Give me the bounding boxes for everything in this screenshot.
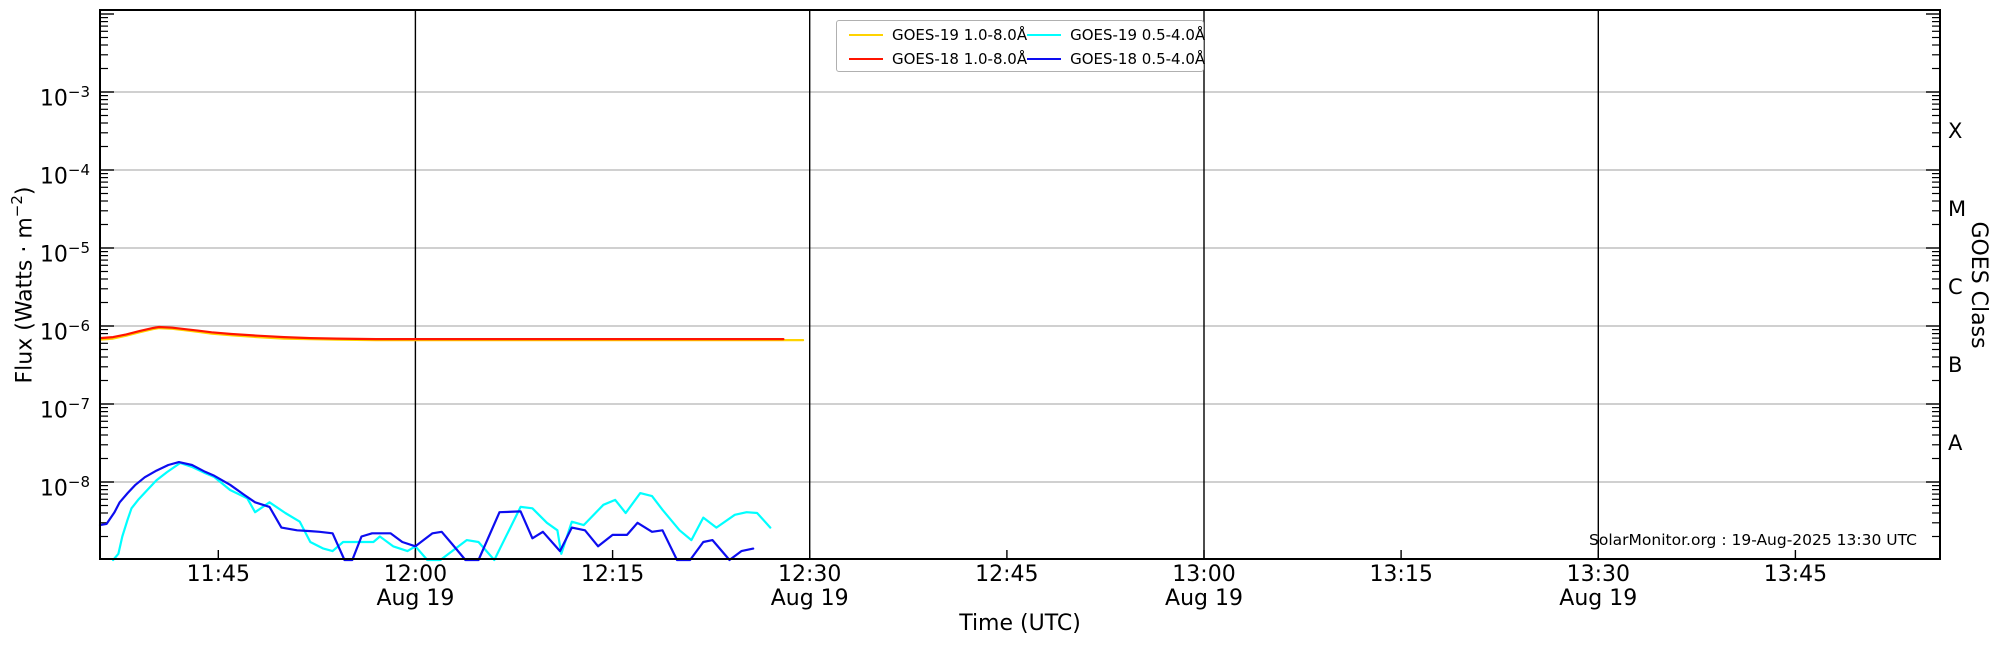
watermark: SolarMonitor.org : 19-Aug-2025 13:30 UTC [1589,531,1917,549]
x-tick-label: 12:00 [383,562,448,587]
y-axis-title: Flux (Watts · m−2) [8,187,37,384]
legend-item-goes-19-1-0-8-0: GOES-19 1.0-8.0Å [849,23,1027,47]
x-tick-label: 13:15 [1369,562,1433,587]
x-tick-label: 12:15 [580,562,645,587]
legend-line-swatch [1027,58,1062,60]
legend-label: GOES-18 0.5-4.0Å [1070,50,1206,68]
legend-label: GOES-18 1.0-8.0Å [892,50,1028,68]
legend-line-swatch [849,58,883,60]
y-axis-title-sup: −2 [8,195,26,218]
y-tick-label: 10−3 [39,83,90,112]
x-axis-title: Time (UTC) [959,611,1081,636]
x-tick-label: 13:30 [1566,562,1630,587]
legend-item-goes-18-0-5-4-0: GOES-18 0.5-4.0Å [1027,47,1205,71]
series-goes-18-0-5-4-0-line [98,461,755,562]
goes-class-letter-m: M [1948,196,1967,221]
y-tick-label: 10−5 [39,239,90,268]
series-goes-18-1-0-8-0-line [98,325,785,341]
date-sublabel: Aug 19 [770,586,849,611]
goes-class-letter-a: A [1948,430,1963,455]
plot-frame [99,9,1941,560]
goes-class-letter-c: C [1948,274,1963,299]
date-sublabel: Aug 19 [1559,586,1638,611]
legend-line-swatch [1027,34,1062,36]
right-axis-title: GOES Class [1966,221,1991,349]
y-tick-label: 10−7 [39,395,90,424]
legend-item-goes-18-1-0-8-0: GOES-18 1.0-8.0Å [849,47,1027,71]
legend-line-swatch [849,34,883,36]
x-tick-label: 13:00 [1172,562,1236,587]
x-tick-label: 12:30 [778,562,842,587]
series-goes-19-0-5-4-0-line [111,461,772,562]
y-tick-label: 10−8 [39,473,90,502]
legend-label: GOES-19 0.5-4.0Å [1070,26,1206,44]
legend-label: GOES-19 1.0-8.0Å [892,26,1028,44]
goes-class-letter-x: X [1948,118,1963,143]
date-sublabel: Aug 19 [1165,586,1243,611]
y-tick-label: 10−6 [39,317,90,346]
x-tick-label: 11:45 [186,562,250,587]
date-sublabel: Aug 19 [376,586,455,611]
x-tick-label: 13:45 [1763,562,1828,587]
goes-class-letter-b: B [1948,352,1963,377]
legend-item-goes-19-0-5-4-0: GOES-19 0.5-4.0Å [1027,23,1205,47]
y-tick-label: 10−4 [39,161,90,190]
legend: GOES-19 1.0-8.0Å GOES-19 0.5-4.0Å GOES-18 … [836,20,1205,72]
x-tick-label: 12:45 [975,562,1039,587]
